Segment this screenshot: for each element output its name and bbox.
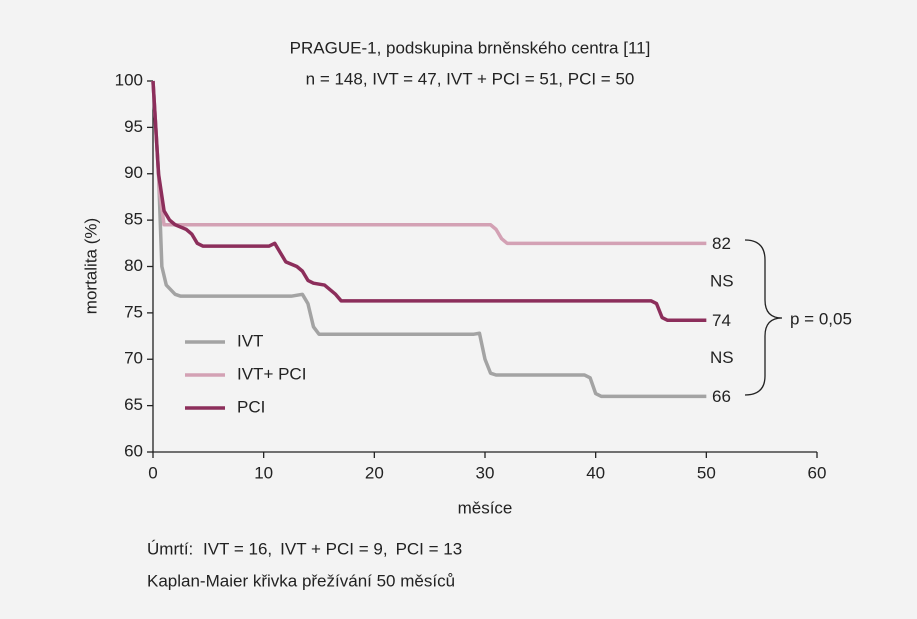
x-tick-label: 60 xyxy=(808,463,827,482)
x-tick-label: 20 xyxy=(365,463,384,482)
y-tick-label: 95 xyxy=(124,117,143,136)
comparison-label: NS xyxy=(710,271,734,290)
deaths-item: IVT = 16, xyxy=(203,539,272,558)
series-line xyxy=(151,80,707,323)
y-tick-label: 75 xyxy=(124,302,143,321)
chart-title: PRAGUE-1, podskupina brněnského centra [… xyxy=(290,38,651,57)
x-tick-label: 0 xyxy=(148,463,157,482)
y-tick-label: 65 xyxy=(124,395,143,414)
x-axis-label: měsíce xyxy=(458,498,513,517)
y-tick-label: 60 xyxy=(124,441,143,460)
x-tick-label: 50 xyxy=(697,463,716,482)
caption: Kaplan-Maier křivka přežívání 50 měsíců xyxy=(147,571,455,590)
y-axis-label: mortalita (%) xyxy=(81,218,100,314)
end-label: 74 xyxy=(712,311,731,330)
comparison-label: NS xyxy=(710,348,734,367)
deaths-item: IVT + PCI = 9, xyxy=(280,539,387,558)
legend-label: IVT+ PCI xyxy=(237,364,306,383)
series-line xyxy=(151,80,707,399)
y-tick-label: 70 xyxy=(124,349,143,368)
deaths-item: PCI = 13 xyxy=(396,539,463,558)
legend-label: IVT xyxy=(237,331,263,350)
x-tick-label: 10 xyxy=(254,463,273,482)
y-tick-label: 90 xyxy=(124,163,143,182)
end-label: 66 xyxy=(712,387,731,406)
bracket xyxy=(744,239,783,396)
x-tick-label: 30 xyxy=(476,463,495,482)
p-value: p = 0,05 xyxy=(790,309,852,328)
end-label: 82 xyxy=(712,234,731,253)
x-tick-label: 40 xyxy=(586,463,605,482)
chart-subtitle: n = 148, IVT = 47, IVT + PCI = 51, PCI =… xyxy=(306,69,635,88)
y-tick-label: 80 xyxy=(124,256,143,275)
deaths-label: Úmrtí: xyxy=(147,539,193,558)
y-tick-label: 100 xyxy=(115,70,143,89)
legend-label: PCI xyxy=(237,397,265,416)
y-tick-label: 85 xyxy=(124,210,143,229)
